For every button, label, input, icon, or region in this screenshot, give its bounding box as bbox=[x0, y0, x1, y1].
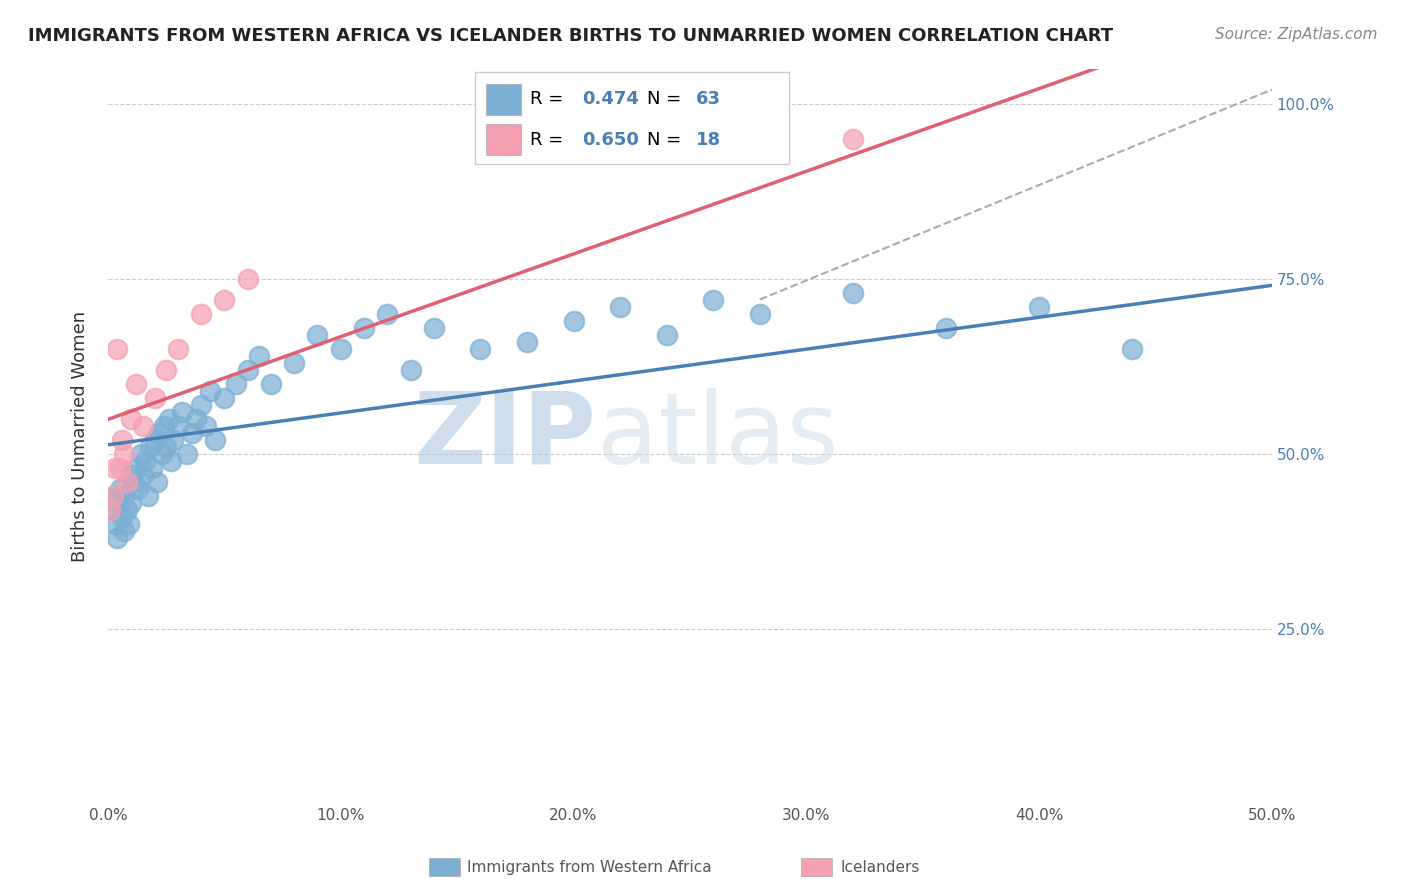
FancyBboxPatch shape bbox=[486, 124, 522, 155]
Point bbox=[104, 516, 127, 531]
Point bbox=[935, 320, 957, 334]
Point bbox=[247, 349, 270, 363]
Point bbox=[105, 342, 128, 356]
Text: N =: N = bbox=[647, 131, 688, 149]
Point bbox=[236, 362, 259, 376]
Point bbox=[204, 433, 226, 447]
Point bbox=[105, 531, 128, 545]
Point bbox=[153, 418, 176, 433]
Point bbox=[162, 433, 184, 447]
Point bbox=[115, 502, 138, 516]
Point bbox=[112, 489, 135, 503]
Point bbox=[172, 404, 194, 418]
FancyBboxPatch shape bbox=[486, 84, 522, 115]
Point bbox=[176, 446, 198, 460]
Point bbox=[562, 313, 585, 327]
Point bbox=[150, 446, 173, 460]
Point bbox=[214, 293, 236, 307]
Point bbox=[108, 460, 131, 475]
Point bbox=[101, 502, 124, 516]
Point bbox=[236, 271, 259, 285]
Text: R =: R = bbox=[530, 90, 569, 109]
FancyBboxPatch shape bbox=[475, 72, 789, 164]
Point bbox=[129, 446, 152, 460]
Point bbox=[111, 509, 134, 524]
Text: ZIP: ZIP bbox=[413, 387, 596, 484]
Text: 18: 18 bbox=[696, 131, 721, 149]
Point bbox=[125, 376, 148, 391]
Point bbox=[155, 440, 177, 454]
Point bbox=[143, 391, 166, 405]
Point bbox=[516, 334, 538, 349]
Point bbox=[136, 489, 159, 503]
Point bbox=[120, 495, 142, 509]
Point bbox=[702, 293, 724, 307]
Point bbox=[155, 362, 177, 376]
Point bbox=[118, 516, 141, 531]
Text: IMMIGRANTS FROM WESTERN AFRICA VS ICELANDER BIRTHS TO UNMARRIED WOMEN CORRELATIO: IMMIGRANTS FROM WESTERN AFRICA VS ICELAN… bbox=[28, 27, 1114, 45]
Point bbox=[283, 355, 305, 369]
Point bbox=[166, 342, 188, 356]
Y-axis label: Births to Unmarried Women: Births to Unmarried Women bbox=[72, 310, 89, 562]
Point bbox=[112, 446, 135, 460]
Point bbox=[122, 475, 145, 489]
Point bbox=[470, 342, 492, 356]
Point bbox=[655, 327, 678, 342]
Point bbox=[186, 411, 208, 425]
Point bbox=[260, 376, 283, 391]
Point bbox=[214, 391, 236, 405]
Point bbox=[108, 482, 131, 496]
Point bbox=[104, 460, 127, 475]
Text: 0.474: 0.474 bbox=[582, 90, 638, 109]
Text: 0.650: 0.650 bbox=[582, 131, 638, 149]
Point bbox=[329, 342, 352, 356]
Point bbox=[748, 307, 770, 321]
Point bbox=[139, 440, 162, 454]
Text: Immigrants from Western Africa: Immigrants from Western Africa bbox=[467, 860, 711, 874]
Text: atlas: atlas bbox=[596, 387, 838, 484]
Point bbox=[98, 502, 121, 516]
Text: Icelanders: Icelanders bbox=[841, 860, 920, 874]
Point bbox=[307, 327, 329, 342]
Point bbox=[160, 453, 183, 467]
Point bbox=[1028, 300, 1050, 314]
Point bbox=[609, 300, 631, 314]
Point bbox=[115, 475, 138, 489]
Point bbox=[146, 475, 169, 489]
Text: N =: N = bbox=[647, 90, 688, 109]
Point bbox=[111, 433, 134, 447]
Point bbox=[225, 376, 247, 391]
Point bbox=[1121, 342, 1143, 356]
Point bbox=[120, 411, 142, 425]
Point bbox=[190, 398, 212, 412]
Point bbox=[127, 482, 149, 496]
Point bbox=[141, 460, 163, 475]
Point bbox=[842, 285, 865, 300]
Point bbox=[200, 384, 222, 398]
Text: R =: R = bbox=[530, 131, 569, 149]
Point bbox=[132, 467, 155, 482]
Point bbox=[157, 411, 180, 425]
Text: Source: ZipAtlas.com: Source: ZipAtlas.com bbox=[1215, 27, 1378, 42]
Point bbox=[143, 433, 166, 447]
Point bbox=[353, 320, 375, 334]
Point bbox=[132, 418, 155, 433]
Point bbox=[148, 425, 170, 440]
Point bbox=[190, 307, 212, 321]
Point bbox=[108, 495, 131, 509]
Point bbox=[134, 453, 156, 467]
Point bbox=[399, 362, 422, 376]
Point bbox=[375, 307, 398, 321]
Point bbox=[125, 460, 148, 475]
Point bbox=[166, 418, 188, 433]
Point bbox=[423, 320, 446, 334]
Text: 63: 63 bbox=[696, 90, 721, 109]
Point bbox=[194, 418, 217, 433]
Point bbox=[180, 425, 202, 440]
Point bbox=[112, 524, 135, 538]
Point bbox=[101, 489, 124, 503]
Point bbox=[120, 467, 142, 482]
Point bbox=[104, 489, 127, 503]
Point bbox=[842, 131, 865, 145]
